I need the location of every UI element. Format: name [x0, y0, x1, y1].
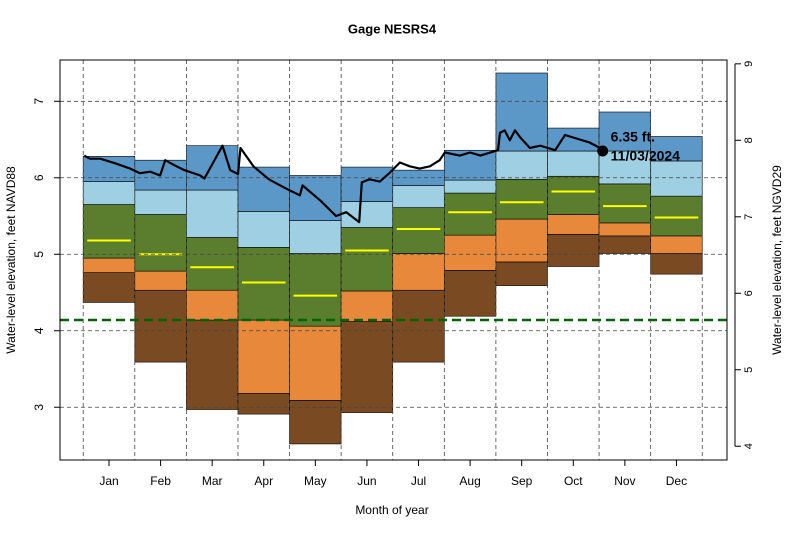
y2-tick-label: 6 [743, 290, 755, 296]
percentile-band [598, 183, 651, 224]
percentile-band [547, 150, 600, 177]
current-point [597, 145, 609, 157]
y-tick-label: 4 [32, 327, 46, 334]
x-tick-label: Dec [666, 474, 687, 488]
percentile-band [82, 181, 136, 205]
percentile-band [392, 289, 445, 363]
percentile-band [134, 270, 187, 291]
percentile-band [547, 127, 600, 152]
x-tick-label: Oct [564, 474, 583, 488]
x-axis-label: Month of year [355, 503, 428, 517]
percentile-band [598, 222, 651, 237]
percentile-band [650, 136, 703, 162]
percentile-band [340, 166, 394, 202]
percentile-band [547, 214, 600, 235]
x-tick-label: Jan [99, 474, 118, 488]
chart-title: Gage NESRS4 [348, 21, 437, 36]
percentile-band [82, 257, 136, 273]
percentile-band [650, 253, 703, 275]
daily-line [83, 129, 604, 224]
percentile-band [547, 234, 600, 267]
point-label: 6.35 ft. [611, 129, 655, 145]
y2-tick-label: 7 [743, 214, 755, 220]
x-tick-label: Nov [614, 474, 635, 488]
percentile-band [495, 179, 548, 220]
percentile-band [134, 214, 187, 272]
percentile-band [392, 207, 445, 254]
percentile-band [392, 253, 445, 291]
y2-tick-label: 5 [743, 367, 755, 373]
percentile-band [392, 185, 445, 208]
y-axis-label: Water-level elevation, feet NAVD88 [4, 166, 18, 354]
percentile-band [82, 204, 136, 259]
y-tick-label: 7 [32, 98, 46, 105]
percentile-band [598, 235, 651, 254]
percentile-band [547, 175, 600, 215]
percentile-band [237, 319, 290, 394]
percentile-band [289, 325, 342, 401]
y-tick-label: 3 [32, 404, 46, 411]
percentile-band [650, 235, 703, 254]
y2-tick-label: 9 [743, 61, 755, 67]
y-tick-label: 5 [32, 251, 46, 258]
percentile-band [134, 189, 187, 215]
x-tick-label: Sep [511, 474, 533, 488]
percentile-band [444, 270, 497, 317]
x-tick-label: Jul [411, 474, 426, 488]
percentile-band [340, 227, 394, 292]
x-tick-label: Jun [357, 474, 376, 488]
percentile-band [186, 289, 239, 321]
percentile-band [186, 237, 239, 291]
percentile-band [134, 289, 187, 363]
y2-tick-label: 8 [743, 137, 755, 143]
percentile-band [444, 179, 497, 194]
x-tick-label: Aug [459, 474, 480, 488]
x-tick-label: Apr [254, 474, 273, 488]
percentile-band [444, 192, 497, 236]
percentile-band [444, 234, 497, 271]
x-tick-label: Feb [150, 474, 171, 488]
y-tick-label: 6 [32, 174, 46, 181]
percentile-band [186, 189, 239, 238]
x-tick-label: Mar [202, 474, 223, 488]
percentile-band [82, 272, 136, 303]
percentile-band [289, 253, 342, 327]
percentile-band [237, 393, 290, 415]
percentile-band [495, 261, 548, 286]
y2-axis-label: Water-level elevation, feet NGVD29 [770, 165, 784, 355]
percentile-band [495, 150, 548, 180]
percentile-band [237, 211, 290, 248]
percentile-band [340, 290, 394, 322]
percentile-band [340, 321, 394, 413]
x-tick-label: May [304, 474, 327, 488]
percentile-band [289, 220, 342, 254]
percentile-band [650, 160, 703, 197]
percentile-band [650, 195, 703, 237]
percentile-band [186, 319, 239, 410]
percentile-band [495, 218, 548, 263]
y2-tick-label: 4 [743, 443, 755, 449]
point-date: 11/03/2024 [611, 148, 681, 164]
percentile-band [237, 247, 290, 321]
